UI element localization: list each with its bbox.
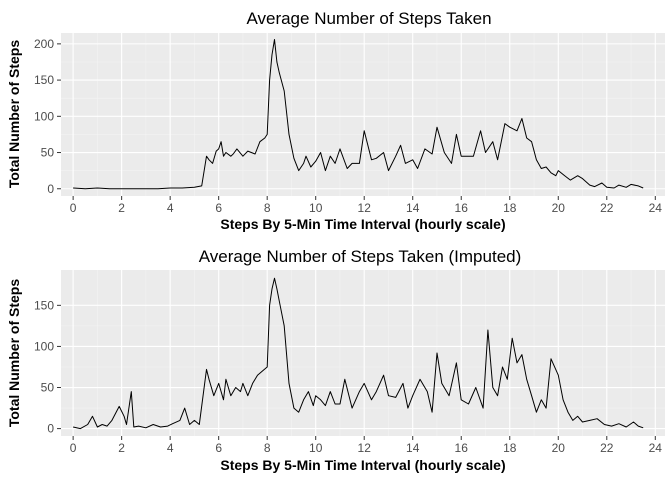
chart-2-x-tick-label: 18 — [503, 441, 517, 455]
chart-1-x-tick-label: 12 — [358, 201, 372, 215]
chart-2-y-tick-label: 150 — [34, 298, 54, 312]
chart-2-y-tick-label: 0 — [47, 422, 54, 436]
chart-1-title: Average Number of Steps Taken — [246, 9, 491, 28]
chart-2-y-tick-label: 100 — [34, 339, 54, 353]
chart-1-x-tick-label: 10 — [309, 201, 323, 215]
chart-1-x-tick-label: 0 — [70, 201, 77, 215]
chart-1-y-axis-title: Total Number of Steps — [6, 40, 22, 189]
chart-1-y-tick-label: 200 — [34, 37, 54, 51]
chart-panel-1: Average Number of Steps Taken 0 2 4 6 8 10 12 1… — [6, 9, 665, 232]
chart-2-x-tick-label: 12 — [358, 441, 372, 455]
chart-2-x-axis-title: Steps By 5-Min Time Interval (hourly sca… — [220, 457, 505, 473]
chart-2-gridlines — [61, 270, 665, 436]
chart-1-y-tick-label: 100 — [34, 109, 54, 123]
chart-2-title: Average Number of Steps Taken (Imputed) — [199, 247, 522, 266]
chart-1-x-tick-label: 6 — [215, 201, 222, 215]
chart-1-x-tick-label: 2 — [118, 201, 125, 215]
chart-2-x-tick-label: 16 — [455, 441, 469, 455]
chart-1-y-tick-label: 50 — [41, 146, 55, 160]
chart-2-series-line — [72, 277, 644, 430]
chart-1-x-tick-label: 20 — [552, 201, 566, 215]
chart-2-x-tick-label: 24 — [649, 441, 663, 455]
chart-2-x-tick-label: 10 — [309, 441, 323, 455]
chart-panel-2: Average Number of Steps Taken (Imputed) … — [6, 247, 665, 473]
chart-2-x-tick-label: 20 — [552, 441, 566, 455]
chart-2-y-tick-label: 50 — [41, 381, 55, 395]
chart-1-plot-background — [61, 33, 665, 196]
chart-1-x-tick-label: 14 — [406, 201, 420, 215]
chart-2-plot-background — [61, 270, 665, 436]
chart-1-x-axis-title: Steps By 5-Min Time Interval (hourly sca… — [220, 216, 505, 232]
chart-2-y-axis-title: Total Number of Steps — [6, 279, 22, 428]
chart-2-x-tick-label: 8 — [264, 441, 271, 455]
chart-1-y-tick-label: 150 — [34, 73, 54, 87]
chart-1-x-tick-label: 24 — [649, 201, 663, 215]
chart-1-y-tick-label: 0 — [47, 182, 54, 196]
chart-1-x-tick-label: 8 — [264, 201, 271, 215]
chart-2-x-tick-label: 6 — [215, 441, 222, 455]
chart-1-x-tick-label: 16 — [455, 201, 469, 215]
chart-2-x-tick-label: 2 — [118, 441, 125, 455]
chart-2-x-tick-label: 0 — [70, 441, 77, 455]
chart-1-x-tick-label: 4 — [167, 201, 174, 215]
chart-2-x-tick-label: 22 — [600, 441, 614, 455]
chart-1-series-line — [73, 39, 644, 190]
chart-1-gridlines — [61, 33, 665, 196]
chart-1-x-tick-label: 18 — [503, 201, 517, 215]
chart-2-x-tick-label: 4 — [167, 441, 174, 455]
chart-2-x-tick-label: 14 — [406, 441, 420, 455]
chart-1-x-tick-label: 22 — [600, 201, 614, 215]
